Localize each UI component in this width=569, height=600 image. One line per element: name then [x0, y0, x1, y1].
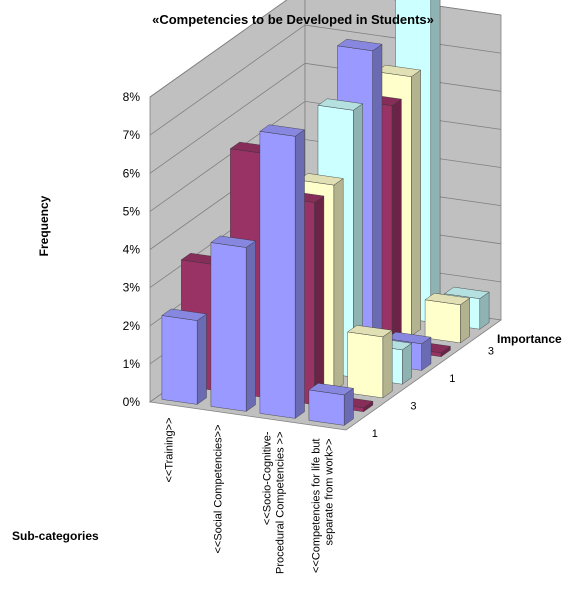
bar	[259, 124, 306, 419]
bar	[161, 308, 208, 405]
bar-top	[210, 235, 257, 248]
bar-front	[424, 299, 461, 344]
bar-side	[295, 129, 305, 419]
bar-top	[385, 331, 432, 345]
bar-side	[314, 195, 325, 406]
category-label: <<Competencies for life butseparate from…	[311, 439, 336, 574]
y-axis-ticks: 0% 1% 2% 3% 4% 5% 6% 7% 8%	[123, 90, 141, 409]
bar-top	[336, 38, 383, 52]
y-tick-label: 3%	[123, 281, 141, 295]
bar-top	[443, 286, 490, 299]
depth-tick-label: 3	[410, 401, 416, 413]
y-tick-label: 5%	[123, 204, 141, 218]
bar-side	[430, 0, 441, 323]
bar-side	[333, 178, 344, 392]
depth-labels: 1 3 1 3	[372, 346, 494, 441]
bar-front	[161, 315, 198, 405]
bar-side	[196, 313, 207, 405]
bar-side	[245, 240, 256, 412]
bar	[347, 325, 393, 399]
y-axis-title: Frequency	[37, 195, 51, 256]
category-labels: <<Training>> <<Social Competencies>> <<Soc…	[164, 418, 336, 574]
bar-top	[424, 292, 471, 306]
bar-top	[161, 308, 208, 321]
x-axis-title: Sub-categories	[12, 529, 99, 543]
bar-top	[375, 64, 422, 77]
bar-top	[298, 173, 344, 186]
bar-front	[210, 242, 247, 412]
bar-top	[259, 124, 306, 137]
chart-title: «Competencies to be Developed in Student…	[152, 12, 434, 27]
y-tick-label: 4%	[123, 243, 141, 257]
y-tick-label: 0%	[123, 395, 141, 409]
bar-top	[317, 98, 364, 111]
depth-tick-label: 3	[488, 346, 494, 358]
y-tick-label: 1%	[123, 357, 141, 371]
z-axis-title: Importance	[497, 332, 562, 346]
bar	[308, 383, 355, 426]
depth-tick-label: 1	[372, 428, 378, 440]
bar-side	[372, 43, 383, 364]
y-tick-label: 8%	[123, 90, 141, 104]
bar-side	[391, 98, 402, 351]
depth-tick-label: 1	[449, 373, 455, 385]
y-tick-label: 6%	[123, 166, 141, 180]
bar-side	[382, 329, 393, 399]
bar-top	[308, 383, 355, 396]
bar	[424, 292, 471, 344]
category-label: <<Socio-Cognitive-Procedural Competencie…	[262, 431, 287, 574]
y-tick-label: 7%	[123, 128, 141, 142]
bar-side	[411, 69, 421, 337]
category-label: <<Training>>	[164, 418, 176, 483]
bar-side	[402, 342, 412, 385]
bar-side	[460, 297, 470, 344]
bar-front	[308, 389, 345, 426]
bar-top	[347, 325, 393, 338]
category-label: <<Social Competencies>>	[213, 425, 225, 554]
bar-front	[259, 131, 296, 419]
bar	[210, 235, 257, 412]
bars	[161, 0, 490, 426]
y-tick-label: 2%	[123, 319, 141, 333]
bar-front	[347, 331, 384, 399]
